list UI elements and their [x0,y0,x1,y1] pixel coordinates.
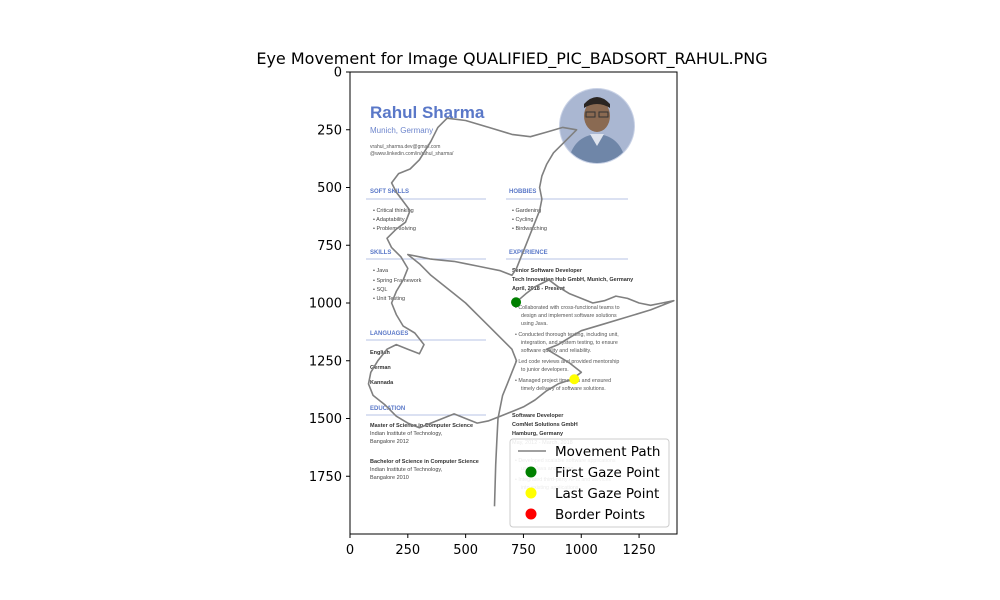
legend: Movement Path First Gaze Point Last Gaze… [509,438,670,528]
svg-text:• Spring Framework: • Spring Framework [373,278,422,284]
svg-text:Munich, Germany: Munich, Germany [370,126,433,135]
svg-text:• Birdwatching: • Birdwatching [512,226,547,232]
legend-item-border-points: Border Points [525,507,645,523]
svg-text:April, 2018 - Present: April, 2018 - Present [512,286,565,292]
svg-text:SOFT SKILLS: SOFT SKILLS [370,189,409,195]
svg-text:vrahul_sharma.dev@gmail.com: vrahul_sharma.dev@gmail.com [370,144,440,150]
x-tick-label: 250 [395,543,420,558]
svg-text:EDUCATION: EDUCATION [370,406,405,412]
svg-text:design and implement software: design and implement software solutions [521,313,617,319]
x-tick-label: 1250 [623,543,656,558]
legend-label: Last Gaze Point [555,486,659,502]
x-tick-label: 1000 [565,543,598,558]
svg-text:LANGUAGES: LANGUAGES [370,331,408,337]
y-tick-label: 1500 [309,412,342,427]
svg-text:• Unit Testing: • Unit Testing [373,296,405,302]
x-tick-label: 500 [453,543,478,558]
movement-path [367,117,675,507]
svg-text:• Collaborated with cross-fun: • Collaborated with cross-functional tea… [515,305,620,311]
svg-text:Senior Software Developer: Senior Software Developer [512,268,583,274]
y-axis: 0 250 500 750 1000 1250 1500 1750 [309,66,350,485]
svg-text:EXPERIENCE: EXPERIENCE [509,250,548,256]
svg-text:• Problem-solving: • Problem-solving [373,226,416,232]
legend-label: First Gaze Point [555,465,660,481]
svg-text:ComNet Solutions GmbH: ComNet Solutions GmbH [512,422,578,428]
svg-text:HOBBIES: HOBBIES [509,189,536,195]
y-tick-label: 0 [334,66,342,81]
svg-text:• Managed project timelines a: • Managed project timelines and ensured [515,378,611,384]
x-tick-label: 750 [511,543,536,558]
svg-text:• Conducted thorough testing,: • Conducted thorough testing, including … [515,332,619,338]
last-gaze-point [569,374,580,385]
y-tick-label: 750 [317,239,342,254]
legend-item-last-gaze-point: Last Gaze Point [525,486,659,502]
svg-text:• Gardening: • Gardening [512,208,541,214]
svg-text:software quality and reliabili: software quality and reliability. [521,348,591,354]
y-tick-label: 250 [317,123,342,138]
y-tick-label: 1750 [309,470,342,485]
svg-text:English: English [370,350,391,356]
svg-text:Bangalore 2010: Bangalore 2010 [370,475,409,481]
y-tick-label: 500 [317,181,342,196]
x-tick-label: 0 [346,543,354,558]
legend-item-first-gaze-point: First Gaze Point [525,465,660,481]
svg-text:Tech Innovation Hub GmbH, Muni: Tech Innovation Hub GmbH, Munich, German… [512,277,634,283]
y-tick-label: 1000 [309,297,342,312]
chart-title: Eye Movement for Image QUALIFIED_PIC_BAD… [256,49,767,69]
svg-text:timely delivery of software so: timely delivery of software solutions. [521,386,606,392]
movement-path-line [367,117,675,507]
gaze-points [511,297,580,385]
legend-label: Border Points [555,507,645,523]
svg-text:using Java.: using Java. [521,321,548,327]
svg-text:• Adaptability: • Adaptability [373,217,405,223]
svg-text:• Critical thinking: • Critical thinking [373,208,414,214]
svg-text:Indian Institute of Technology: Indian Institute of Technology, [370,431,443,437]
svg-text:• SQL: • SQL [373,287,387,293]
svg-text:• Cycling: • Cycling [512,217,534,223]
svg-text:Hamburg, Germany: Hamburg, Germany [512,431,564,437]
svg-text:Software Developer: Software Developer [512,413,564,419]
svg-text:Bachelor of Science in Compute: Bachelor of Science in Computer Science [370,459,479,465]
legend-label: Movement Path [555,444,660,460]
svg-text:@www.linkedin.com/in/rahul_sha: @www.linkedin.com/in/rahul_sharma/ [370,151,454,157]
profile-photo [559,88,635,164]
svg-text:Bangalore 2012: Bangalore 2012 [370,439,409,445]
resume-document: Rahul Sharma Munich, Germany vrahul_shar… [366,88,635,491]
x-axis: 0 250 500 750 1000 1250 [346,534,656,558]
svg-text:Indian Institute of Technology: Indian Institute of Technology, [370,467,443,473]
y-tick-label: 1250 [309,354,342,369]
svg-text:to junior developers.: to junior developers. [521,367,569,373]
first-gaze-point [511,297,522,308]
svg-text:SKILLS: SKILLS [370,250,391,256]
svg-text:German: German [370,365,391,371]
svg-text:Kannada: Kannada [370,380,394,386]
svg-text:• Java: • Java [373,268,389,274]
legend-item-movement-path: Movement Path [518,444,660,460]
svg-text:integration, and system testin: integration, and system testing, to ensu… [521,340,618,346]
svg-text:Rahul Sharma: Rahul Sharma [370,103,485,122]
